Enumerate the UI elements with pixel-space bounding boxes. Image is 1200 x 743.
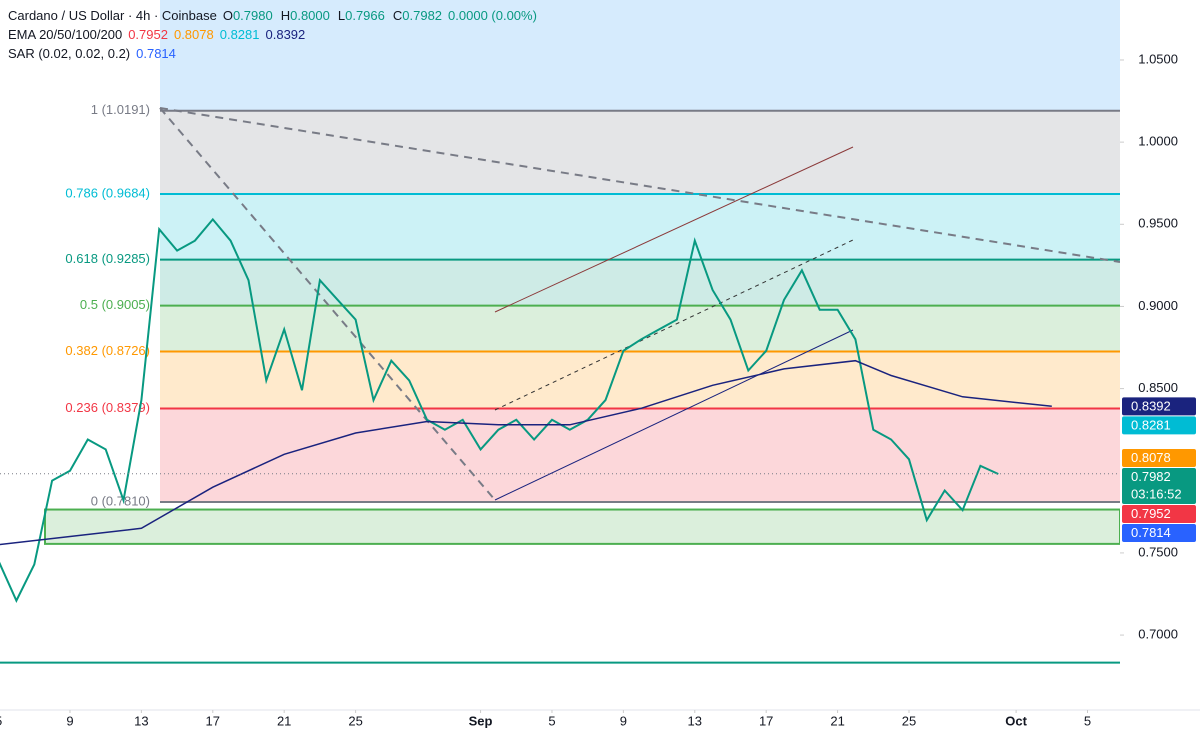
fib-label: 0 (0.7810) xyxy=(91,493,150,508)
price-tag-label: 0.8078 xyxy=(1131,450,1171,465)
y-tick-label: 0.9500 xyxy=(1138,216,1178,231)
channel-line xyxy=(494,146,854,313)
x-tick-label: Sep xyxy=(469,713,493,728)
legend-line: Cardano / US Dollar · 4h · Coinbase O0.79… xyxy=(8,8,537,23)
fib-label: 0.5 (0.9005) xyxy=(80,297,150,312)
price-tag xyxy=(1122,397,1196,416)
fib-label: 0.236 (0.8379) xyxy=(65,400,150,415)
price-tag-label: 0.7982 xyxy=(1131,469,1171,484)
x-tick-label: 25 xyxy=(348,713,362,728)
y-tick-label: 0.7000 xyxy=(1138,627,1178,642)
fib-zone xyxy=(160,351,1120,409)
ohlc-value: 0.8000 xyxy=(290,8,330,23)
y-tick-label: 1.0000 xyxy=(1138,134,1178,149)
fib-label: 0.786 (0.9684) xyxy=(65,185,150,200)
x-tick-label: 9 xyxy=(66,713,73,728)
x-tick-label: Oct xyxy=(1005,713,1027,728)
legend-line: SAR (0.02, 0.02, 0.2) 0.7814 xyxy=(8,46,176,61)
price-line xyxy=(0,359,1052,546)
fib-zone xyxy=(160,408,1120,502)
x-tick-label: 9 xyxy=(620,713,627,728)
y-tick-label: 1.0500 xyxy=(1138,51,1178,66)
channel-line xyxy=(494,329,854,501)
price-tag-label: 0.8281 xyxy=(1131,417,1171,432)
price-tag xyxy=(1122,467,1196,504)
ohlc-value: 0.7980 xyxy=(233,8,273,23)
price-tag xyxy=(1122,448,1196,467)
y-tick-label: 0.8500 xyxy=(1138,380,1178,395)
legend: Cardano / US Dollar · 4h · Coinbase O0.79… xyxy=(8,8,537,61)
price-tag-label: 0.7814 xyxy=(1131,525,1171,540)
price-tag xyxy=(1122,504,1196,523)
fib-zone xyxy=(160,194,1120,260)
sar-value: 0.7814 xyxy=(136,46,176,61)
channel-mid xyxy=(494,239,854,411)
trend-line xyxy=(159,107,496,501)
x-tick-label: 5 xyxy=(0,713,2,728)
price-tag-label: 0.7952 xyxy=(1131,506,1171,521)
x-tick-label: 17 xyxy=(759,713,773,728)
sar-label: SAR (0.02, 0.02, 0.2) xyxy=(8,46,130,61)
price-tag xyxy=(1122,416,1196,435)
ohlc-value: 0.7982 xyxy=(402,8,442,23)
zones: 1 (1.0191) 0.786 (0.9684) 0.618 (0.9285) 0.… xyxy=(0,0,1121,664)
price-tag-label: 0.8392 xyxy=(1131,398,1171,413)
ema-value: 0.8078 xyxy=(174,27,214,42)
x-tick-label: 17 xyxy=(206,713,220,728)
x-tick-label: 21 xyxy=(277,713,291,728)
x-tick-label: 13 xyxy=(688,713,702,728)
fib-label: 0.382 (0.8726) xyxy=(65,343,150,358)
fib-zone xyxy=(160,305,1120,352)
legend-line: EMA 20/50/100/200 0.7952 0.8078 0.8281 0.839… xyxy=(8,27,305,42)
drawings xyxy=(159,107,1121,501)
ohlc-key: H xyxy=(281,8,290,23)
fib-label: 0.618 (0.9285) xyxy=(65,251,150,266)
x-tick-label: 5 xyxy=(1084,713,1091,728)
fib-zone xyxy=(160,110,1120,195)
price-line xyxy=(0,217,999,603)
ema-value: 0.8392 xyxy=(266,27,306,42)
ema-value: 0.8281 xyxy=(220,27,260,42)
plot xyxy=(0,217,1120,603)
x-tick-label: 5 xyxy=(548,713,555,728)
ohlc-key: O xyxy=(223,8,233,23)
upper-zone xyxy=(160,0,1120,111)
ohlc-value: 0.7966 xyxy=(345,8,385,23)
change: 0.0000 (0.00%) xyxy=(448,8,537,23)
support-zone xyxy=(44,508,1121,545)
ohlc-key: L xyxy=(338,8,345,23)
x-tick-label: 25 xyxy=(902,713,916,728)
fib-label: 1 (1.0191) xyxy=(91,102,150,117)
price-axis xyxy=(1120,0,1200,743)
ema-label: EMA 20/50/100/200 xyxy=(8,27,122,42)
x-tick-label: 21 xyxy=(830,713,844,728)
ema-value: 0.7952 xyxy=(128,27,168,42)
countdown: 03:16:52 xyxy=(1131,486,1182,501)
x-tick-label: 13 xyxy=(134,713,148,728)
y-tick-label: 0.9000 xyxy=(1138,298,1178,313)
price-tag xyxy=(1122,523,1196,542)
y-tick-label: 0.7500 xyxy=(1138,544,1178,559)
ohlc-key: C xyxy=(393,8,402,23)
symbol: Cardano / US Dollar · 4h · Coinbase xyxy=(8,8,217,23)
fib-zone xyxy=(160,259,1120,306)
